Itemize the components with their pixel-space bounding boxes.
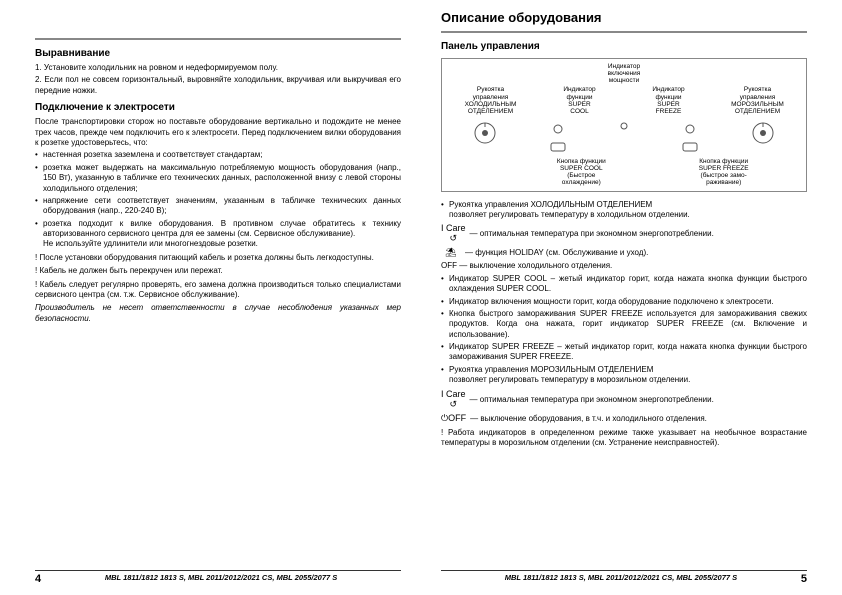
description-list-2: Индикатор SUPER COOL – жетый индикатор г… <box>441 274 807 386</box>
model-line-r: MBL 1811/1812 1813 S, MBL 2011/2012/2021… <box>441 573 801 585</box>
power-indicator-label: Индикатор включения мощности <box>446 63 802 84</box>
label-supercool-ind: Индикатор функции SUPER COOL <box>535 86 624 115</box>
elec-bullets: настенная розетка заземлена и соответств… <box>35 150 401 250</box>
desc-power-ind: Индикатор включения мощности горит, когд… <box>441 297 807 307</box>
top-rule-r <box>441 31 807 33</box>
eco-line-1: I Care↺ — оптимальная температура при эк… <box>441 223 807 244</box>
off-icon: ⏻OFF <box>441 413 466 424</box>
panel-knobs-row <box>446 115 802 158</box>
align-step-1: 1. Установите холодильник на ровном и не… <box>35 63 401 73</box>
align-step-2: 2. Если пол не совсем горизонтальный, вы… <box>35 75 401 96</box>
desc-supercool-ind: Индикатор SUPER COOL – жетый индикатор г… <box>441 274 807 295</box>
off-line: OFF — выключение холодильного отделения. <box>441 261 807 271</box>
footer-rule-r <box>441 570 807 571</box>
holiday-icon: ⛱ <box>441 247 461 258</box>
bullet-4: розетка подходит к вилке оборудования. В… <box>35 219 401 250</box>
bullet-1: настенная розетка заземлена и соответств… <box>35 150 401 160</box>
eco-icon: I Care↺ <box>441 223 466 244</box>
desc-superfreeze-btn: Кнопка быстрого замораживания SUPER FREE… <box>441 309 807 340</box>
holiday-line: ⛱ — функция HOLIDAY (см. Обслуживание и … <box>441 247 807 258</box>
eco-text-2: — оптимальная температура при экономном … <box>470 395 714 404</box>
warn-2: ! Кабель не должен быть перекручен или п… <box>35 266 401 276</box>
superfreeze-button-icon <box>680 119 700 154</box>
top-rule <box>35 38 401 40</box>
label-fridge-knob: Рукоятка управления ХОЛОДИЛЬНЫМ ОТДЕЛЕНИ… <box>446 86 535 115</box>
desc-freezer-knob: Рукоятка управления МОРОЗИЛЬНЫМ ОТДЕЛЕНИ… <box>441 365 807 386</box>
disclaimer: Производитель не несет ответственности в… <box>35 303 401 324</box>
panel-bottom-labels: Кнопка функции SUPER COOL (Быстрое охлаж… <box>446 158 802 187</box>
footer-right: MBL 1811/1812 1813 S, MBL 2011/2012/2021… <box>441 573 807 585</box>
page-4: Выравнивание 1. Установите холодильник н… <box>0 0 421 595</box>
heading-panel: Панель управления <box>441 41 807 52</box>
label-superfreeze-ind: Индикатор функции SUPER FREEZE <box>624 86 713 115</box>
power-led-icon <box>617 119 631 154</box>
supercool-button-icon <box>548 119 568 154</box>
off-text-2: — выключение оборудования, в т.ч. и холо… <box>470 414 707 423</box>
heading-main: Описание оборудования <box>441 10 807 25</box>
control-panel-diagram: Индикатор включения мощности Рукоятка уп… <box>441 58 807 192</box>
desc-fridge-knob: Рукоятка управления ХОЛОДИЛЬНЫМ ОТДЕЛЕНИ… <box>441 200 807 221</box>
page-number-r: 5 <box>801 573 807 585</box>
bullet-2: розетка может выдержать на максимальную … <box>35 163 401 194</box>
eco-line-2: I Care↺ — оптимальная температура при эк… <box>441 389 807 410</box>
freezer-knob-icon <box>749 119 777 154</box>
label-supercool-btn: Кнопка функции SUPER COOL (Быстрое охлаж… <box>531 158 631 187</box>
warn-3: ! Кабель следует регулярно проверять, ег… <box>35 280 401 301</box>
page-spread: Выравнивание 1. Установите холодильник н… <box>0 0 842 595</box>
description-list: Рукоятка управления ХОЛОДИЛЬНЫМ ОТДЕЛЕНИ… <box>441 200 807 221</box>
label-superfreeze-btn: Кнопка функции SUPER FREEZE (быстрое зам… <box>674 158 774 187</box>
heading-alignment: Выравнивание <box>35 48 401 59</box>
fridge-knob-icon <box>471 119 499 154</box>
holiday-text: — функция HOLIDAY (см. Обслуживание и ух… <box>465 248 648 257</box>
final-warn: ! Работа индикаторов в определенном режи… <box>441 428 807 449</box>
eco-icon-2: I Care↺ <box>441 389 466 410</box>
desc-superfreeze-ind: Индикатор SUPER FREEZE – жетый индикатор… <box>441 342 807 363</box>
panel-top-labels: Рукоятка управления ХОЛОДИЛЬНЫМ ОТДЕЛЕНИ… <box>446 86 802 115</box>
off-line-2: ⏻OFF — выключение оборудования, в т.ч. и… <box>441 413 807 424</box>
label-freezer-knob: Рукоятка управления МОРОЗИЛЬНЫМ ОТДЕЛЕНИ… <box>713 86 802 115</box>
bullet-3: напряжение сети соответствует значениям,… <box>35 196 401 217</box>
warn-1: ! После установки оборудования питающий … <box>35 253 401 263</box>
page-5: Описание оборудования Панель управления … <box>421 0 842 595</box>
model-line: MBL 1811/1812 1813 S, MBL 2011/2012/2021… <box>41 573 401 585</box>
heading-electric: Подключение к электросети <box>35 102 401 113</box>
footer-rule <box>35 570 401 571</box>
eco-text-1: — оптимальная температура при экономном … <box>470 229 714 238</box>
elec-intro: После транспортировки сторож но поставьт… <box>35 117 401 148</box>
footer-left: 4 MBL 1811/1812 1813 S, MBL 2011/2012/20… <box>35 573 401 585</box>
